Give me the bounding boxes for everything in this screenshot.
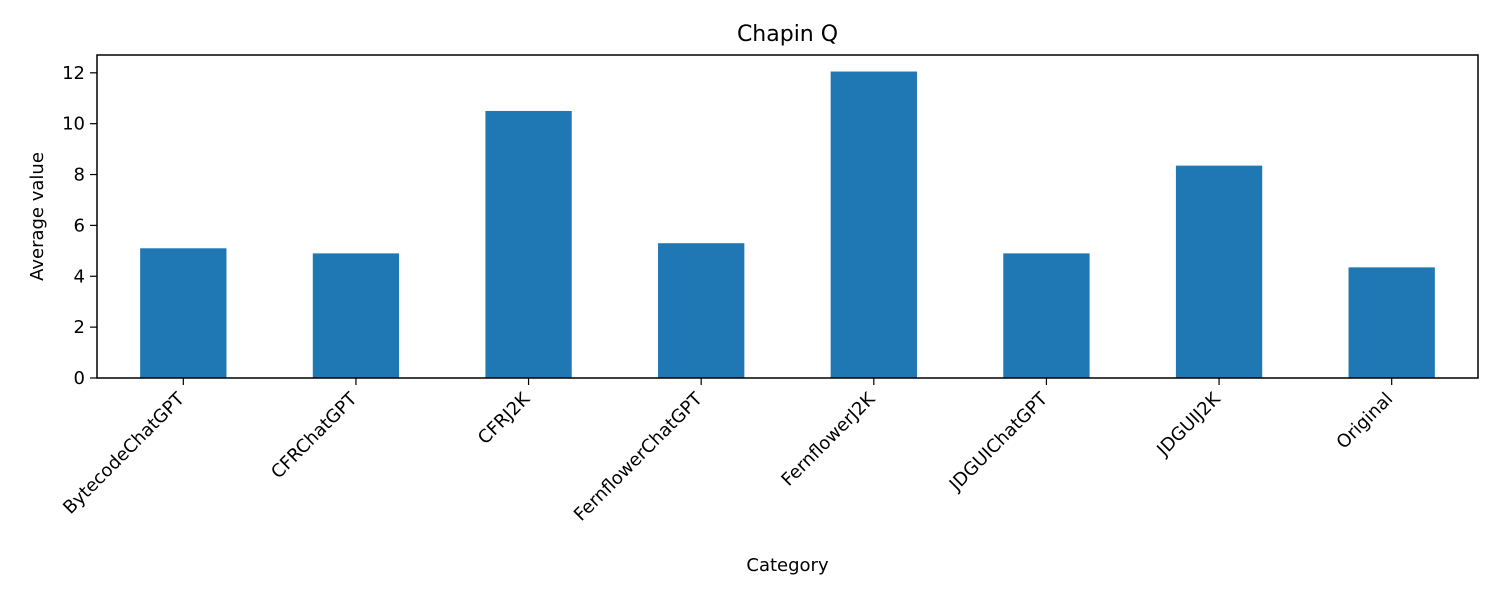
y-axis: 0 2 4 6 8 10 12 — [62, 63, 97, 389]
x-tick-label: CFRJ2K — [474, 388, 535, 449]
y-tick-label: 2 — [74, 317, 85, 338]
y-tick-label: 6 — [74, 215, 85, 236]
x-tick-label: JDGUIChatGPT — [945, 388, 1053, 496]
bar-JDGUIJ2K — [1175, 165, 1263, 378]
chart-title: Chapin Q — [737, 22, 838, 47]
y-tick-label: 10 — [62, 114, 85, 135]
x-tick-label: FernflowerChatGPT — [570, 388, 707, 525]
x-tick-label: Original — [1333, 389, 1398, 454]
x-axis-title: Category — [746, 555, 829, 576]
bar-BytecodeChatGPT — [140, 248, 227, 378]
bar-FernflowerJ2K — [830, 71, 917, 378]
y-tick-label: 8 — [74, 165, 85, 186]
y-tick-label: 0 — [74, 368, 85, 389]
y-tick-label: 4 — [74, 266, 85, 287]
bar-CFRChatGPT — [312, 253, 400, 378]
x-tick-label: FernflowerJ2K — [777, 388, 880, 491]
x-tick-label: BytecodeChatGPT — [59, 388, 189, 518]
x-tick-label: CFRChatGPT — [267, 388, 362, 483]
x-tick-label: JDGUIJ2K — [1152, 388, 1225, 461]
bar-CFRJ2K — [485, 110, 572, 378]
plot-frame — [96, 54, 1479, 379]
bar-JDGUIChatGPT — [1003, 253, 1090, 378]
bars-layer — [140, 71, 1435, 378]
x-axis: BytecodeChatGPT CFRChatGPT CFRJ2K Fernflowe… — [59, 378, 1397, 525]
y-axis-title: Average value — [27, 152, 48, 281]
bar-Original — [1348, 267, 1435, 378]
y-tick-label: 12 — [62, 63, 85, 84]
bar-FernflowerChatGPT — [658, 243, 745, 378]
